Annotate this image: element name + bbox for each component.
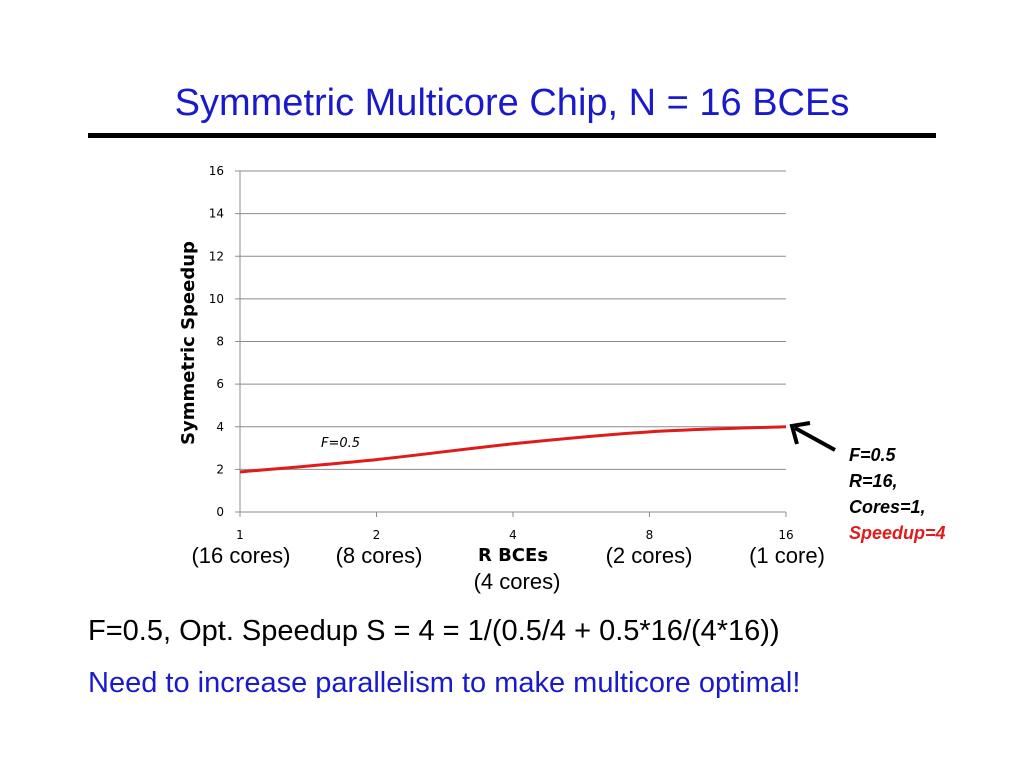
y-tick-label: 16 (209, 164, 224, 178)
formula-text: F=0.5, Opt. Speedup S = 4 = 1/(0.5/4 + 0… (88, 615, 780, 647)
x-tick-label: 4 (509, 528, 517, 542)
y-tick-label: 0 (216, 505, 224, 519)
y-tick-label: 10 (209, 292, 224, 306)
core-label-4: (4 cores) (473, 569, 561, 594)
callout-r: R=16, (849, 471, 898, 491)
core-label-8: (8 cores) (335, 543, 423, 568)
callout-f: F=0.5 (849, 445, 896, 465)
y-tick-label: 8 (216, 335, 224, 349)
series-label: F=0.5 (321, 436, 360, 451)
x-axis-label: R BCEs (477, 545, 549, 566)
callout-speedup: Speedup=4 (849, 523, 946, 543)
core-label-16: (16 cores) (191, 543, 291, 568)
slide-title: Symmetric Multicore Chip, N = 16 BCEs (174, 82, 850, 124)
y-axis-label: Symmetric Speedup (178, 241, 199, 445)
callout-cores: Cores=1, (849, 497, 926, 517)
callout-arrow-shaft (794, 426, 836, 452)
callout-arrow-head (789, 421, 811, 445)
y-tick-label: 6 (216, 377, 224, 391)
title-underline (88, 133, 936, 138)
y-tick-label: 12 (209, 249, 224, 263)
x-tick-label: 8 (646, 528, 654, 542)
x-tick-label: 2 (373, 528, 381, 542)
x-tick-label: 1 (236, 528, 244, 542)
y-tick-label: 2 (216, 462, 224, 476)
speedup-callout: F=0.5 R=16, Cores=1, Speedup=4 (849, 442, 946, 546)
series-line (239, 425, 787, 474)
y-tick-label: 4 (216, 420, 224, 434)
core-label-1: (1 core) (749, 543, 825, 568)
y-tick-label: 14 (209, 207, 224, 221)
x-tick-label: 16 (778, 528, 793, 542)
core-label-2: (2 cores) (605, 543, 693, 568)
conclusion-text: Need to increase parallelism to make mul… (88, 667, 801, 699)
